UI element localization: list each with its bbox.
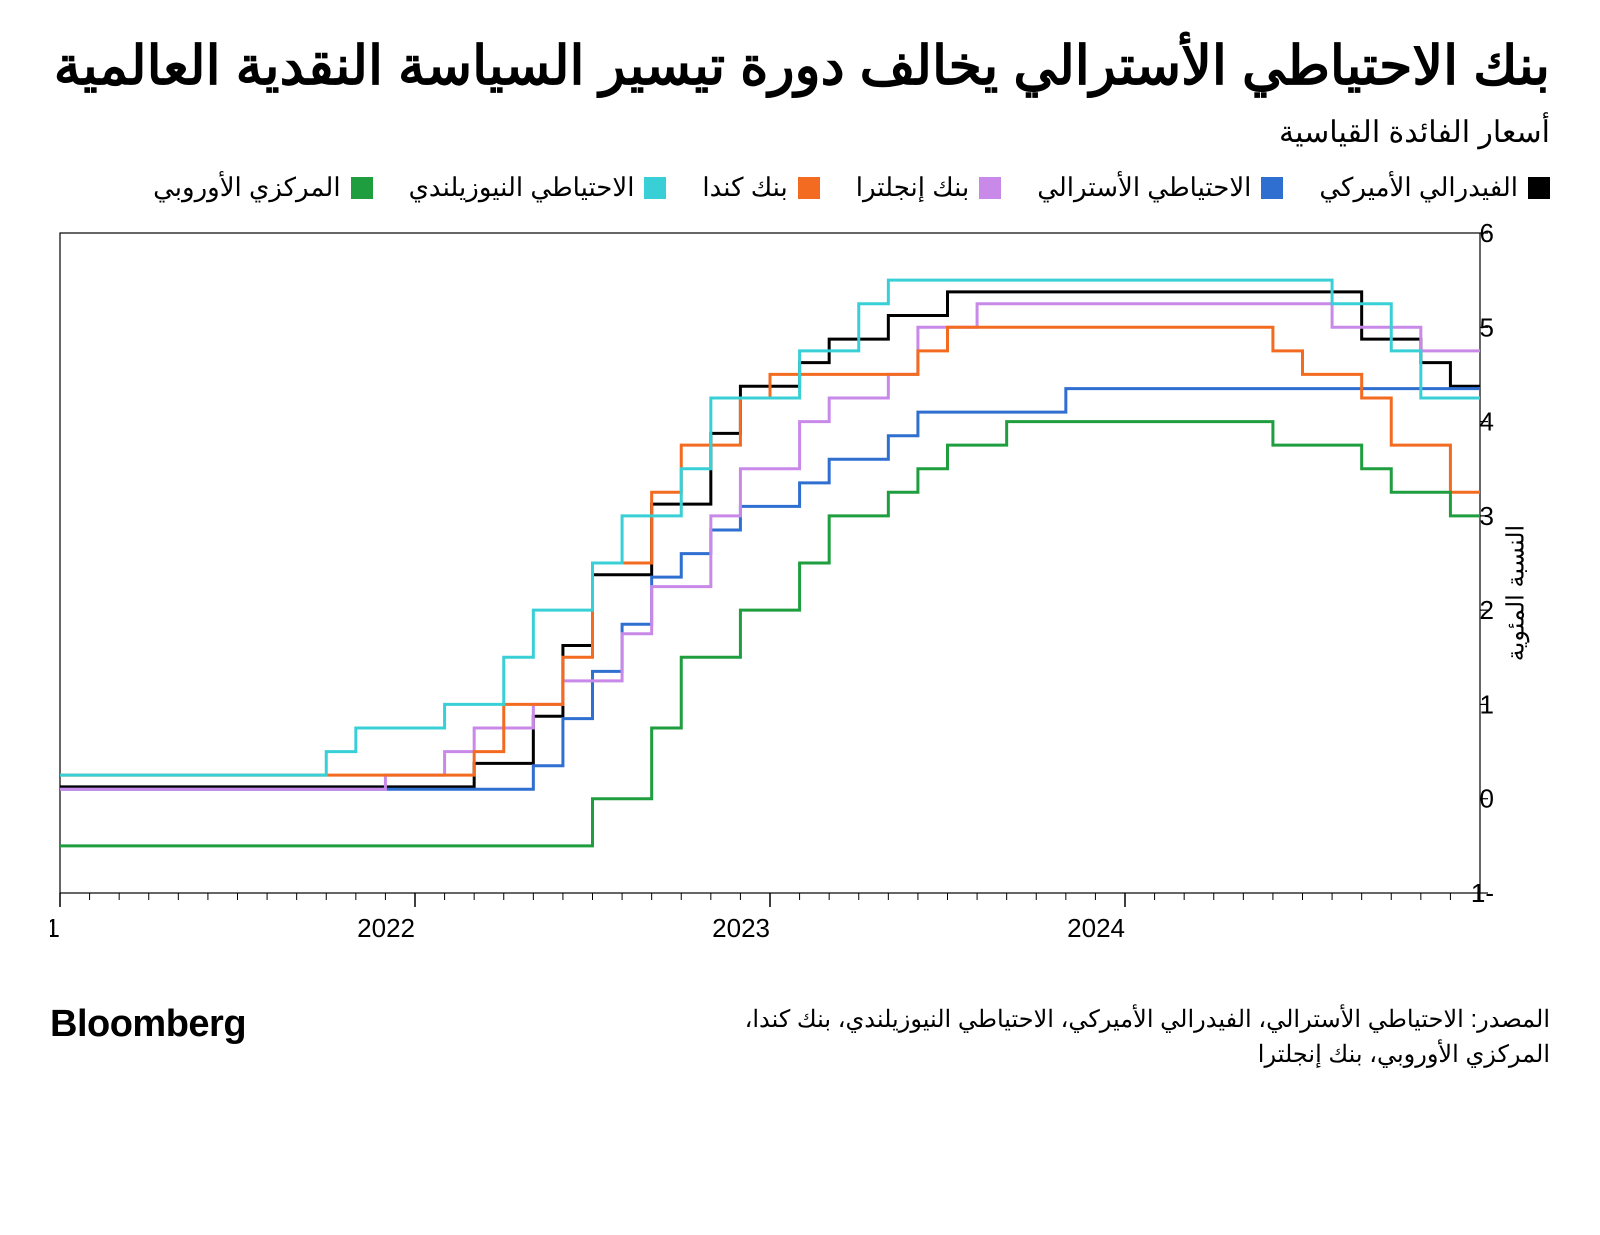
svg-text:2021: 2021	[50, 913, 60, 943]
svg-text:-1: -1	[1471, 878, 1494, 908]
chart-subtitle: أسعار الفائدة القياسية	[50, 115, 1550, 150]
series-line-rba	[60, 389, 1480, 790]
legend-swatch	[1261, 177, 1283, 199]
svg-text:5: 5	[1480, 312, 1494, 342]
legend-label: المركزي الأوروبي	[153, 172, 340, 203]
legend-swatch	[979, 177, 1001, 199]
legend-swatch	[351, 177, 373, 199]
legend-item-boc: بنك كندا	[702, 172, 819, 203]
svg-text:2: 2	[1480, 595, 1494, 625]
line-chart-svg: -1 0 1 2 3 4 5 6 2021 2022 2023 2024	[50, 223, 1550, 963]
legend-label: بنك إنجلترا	[856, 172, 969, 203]
series-line-ecb	[60, 422, 1480, 846]
series-line-boc	[60, 327, 1480, 775]
legend-label: الفيدرالي الأميركي	[1319, 172, 1518, 203]
y-axis-title: النسبة المئوية	[1501, 525, 1530, 661]
chart-title: بنك الاحتياطي الأسترالي يخالف دورة تيسير…	[50, 35, 1550, 97]
brand-logo: Bloomberg	[50, 1003, 246, 1046]
legend-item-ecb: المركزي الأوروبي	[153, 172, 372, 203]
legend-swatch	[644, 177, 666, 199]
svg-text:2024: 2024	[1067, 913, 1125, 943]
svg-text:2023: 2023	[712, 913, 770, 943]
legend-label: الاحتياطي النيوزيلندي	[409, 172, 635, 203]
legend-label: بنك كندا	[702, 172, 787, 203]
legend: الفيدرالي الأميركي الاحتياطي الأسترالي بنك…	[50, 172, 1550, 203]
series-line-fed	[60, 292, 1480, 787]
svg-text:1: 1	[1480, 690, 1494, 720]
legend-label: الاحتياطي الأسترالي	[1037, 172, 1251, 203]
legend-item-boe: بنك إنجلترا	[856, 172, 1001, 203]
svg-text:2022: 2022	[357, 913, 415, 943]
legend-item-rba: الاحتياطي الأسترالي	[1037, 172, 1283, 203]
legend-swatch	[1528, 177, 1550, 199]
series-line-rbnz	[60, 280, 1480, 775]
legend-swatch	[798, 177, 820, 199]
source-text: المصدر: الاحتياطي الأسترالي، الفيدرالي ا…	[730, 1003, 1550, 1073]
legend-item-rbnz: الاحتياطي النيوزيلندي	[409, 172, 667, 203]
svg-text:4: 4	[1480, 407, 1494, 437]
svg-text:0: 0	[1480, 784, 1494, 814]
chart-area: -1 0 1 2 3 4 5 6 2021 2022 2023 2024 النسبة المئوية	[50, 223, 1550, 963]
svg-text:3: 3	[1480, 501, 1494, 531]
legend-item-fed: الفيدرالي الأميركي	[1319, 172, 1550, 203]
svg-text:6: 6	[1480, 223, 1494, 248]
